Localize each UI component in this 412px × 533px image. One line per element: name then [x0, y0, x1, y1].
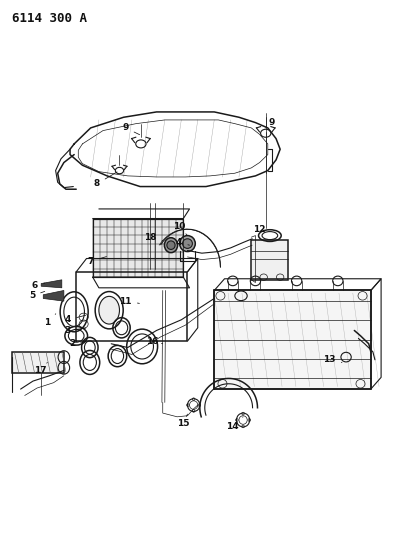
Text: 12: 12 [253, 225, 266, 233]
Polygon shape [43, 290, 64, 301]
Polygon shape [214, 290, 371, 389]
Text: 9: 9 [122, 124, 140, 135]
Text: 9: 9 [266, 118, 275, 128]
Polygon shape [251, 240, 288, 280]
Text: 4: 4 [176, 238, 190, 247]
Text: 2: 2 [69, 340, 86, 348]
Text: 15: 15 [177, 414, 190, 428]
Text: 6114 300 A: 6114 300 A [12, 12, 87, 25]
Ellipse shape [164, 238, 178, 253]
Text: 4: 4 [65, 315, 86, 324]
Text: 17: 17 [34, 362, 47, 375]
Polygon shape [93, 219, 183, 277]
Text: 7: 7 [87, 256, 107, 265]
Text: 14: 14 [227, 417, 243, 431]
Ellipse shape [183, 239, 192, 248]
Polygon shape [12, 352, 64, 373]
Text: 18: 18 [144, 233, 163, 241]
Text: 13: 13 [323, 356, 342, 364]
Text: 8: 8 [94, 172, 117, 188]
Text: 6: 6 [32, 281, 44, 289]
Text: 3: 3 [65, 326, 86, 335]
Ellipse shape [99, 296, 119, 324]
Text: 1: 1 [44, 314, 56, 327]
Ellipse shape [167, 241, 175, 249]
Text: 11: 11 [119, 297, 139, 305]
Ellipse shape [180, 236, 195, 252]
Text: 16: 16 [146, 337, 163, 345]
Text: 5: 5 [29, 292, 45, 300]
Text: 10: 10 [173, 222, 187, 236]
Polygon shape [41, 280, 62, 288]
